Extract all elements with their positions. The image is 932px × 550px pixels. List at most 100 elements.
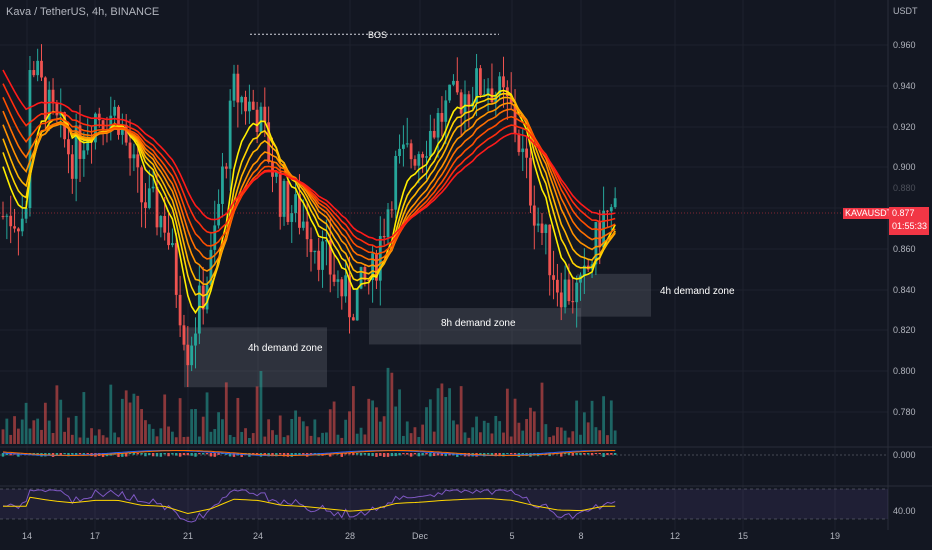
candle-body [444,100,448,122]
x-tick: 24 [252,531,264,541]
candle-body [5,215,9,217]
volume-bar [151,428,155,444]
volume-bar [436,388,440,444]
symbol-price-tag: KAVAUSDT [843,208,895,219]
volume-bar [28,428,32,444]
symbol-title[interactable]: Kava / TetherUS, 4h, BINANCE [6,6,160,18]
volume-bar [298,416,301,444]
volume-bar [351,386,355,444]
volume-bar [301,421,305,444]
volume-bar [463,432,467,444]
candle-body [201,285,205,310]
candle-body [163,215,167,233]
macd-bar [579,453,582,455]
candle-body [271,161,274,177]
macd-bar [409,453,413,457]
demand-zone-2 [577,273,651,317]
candle-body [78,125,82,159]
volume-bar [425,407,428,444]
candle-body [178,294,182,326]
macd-bar [510,453,513,455]
macd-bar [198,453,201,455]
macd-bar [186,453,189,456]
macd-bar [217,453,220,455]
volume-bar [490,433,494,444]
candle-body [182,325,186,345]
candle-body [325,240,328,242]
volume-bar [505,388,509,444]
candle-body [390,209,394,211]
volume-bar [236,397,240,444]
macd-bar [356,453,359,455]
rsi-pane [0,488,888,523]
candle-body [340,279,344,297]
candle-body [532,205,536,226]
candle-body [405,143,409,145]
macd-bar [610,453,613,455]
volume-bar [452,420,455,444]
volume-bar [217,412,220,444]
candle-body [606,210,609,212]
macd-bar [513,453,517,455]
volume-bar [440,383,444,444]
candle-body [436,113,440,138]
volume-bar [382,416,386,444]
macd-bar [359,453,363,456]
volume-bar [78,437,82,444]
candle-body [9,215,13,227]
volume-bar [63,431,66,444]
candle-body [13,226,16,229]
macd-bar [144,453,147,457]
y-tick: 0.800 [893,366,916,376]
x-tick: 8 [578,531,584,541]
candle-body [486,88,490,95]
volume-bar [309,435,313,444]
volume-bar [498,421,502,444]
volume-bar [486,422,490,444]
volume-bar [556,427,559,444]
volume-bar [548,437,552,444]
volume-bars [1,367,617,444]
candle-body [452,80,455,85]
candle-body [482,94,486,96]
volume-bar [186,436,190,444]
candle-body [32,70,36,76]
x-tick: 12 [669,531,681,541]
macd-bar [352,453,355,455]
volume-bar [513,398,517,444]
x-tick: 15 [737,531,749,541]
candle-body [571,301,575,303]
candle-body [286,180,290,222]
macd-bar [417,453,420,457]
macd-bar [548,453,551,457]
ema-line [2,102,616,272]
candle-body [240,96,244,103]
macd-bar [367,453,370,456]
macd-bar [163,453,166,455]
rsi-line [2,489,616,523]
volume-bar [259,371,263,444]
candle-body [36,60,40,76]
volume-bar [290,418,294,444]
candle-body [144,202,147,209]
y-tick: 0.920 [893,122,916,132]
volume-bar [248,437,251,444]
candle-body [448,84,451,101]
macd-bar [425,453,428,455]
macd-bar [9,453,12,456]
volume-bar [244,428,247,444]
volume-bar [378,421,382,444]
volume-bar [317,437,321,444]
y-tick: 0.860 [893,244,916,254]
volume-bar [455,424,459,444]
volume-bar [467,437,471,444]
volume-bar [1,429,5,444]
macd-bar [598,453,601,455]
volume-bar [529,407,532,444]
volume-bar [563,430,567,444]
macd-bar [275,453,278,457]
candle-body [529,157,532,206]
candle-body [174,243,178,295]
macd-bar [225,453,228,455]
